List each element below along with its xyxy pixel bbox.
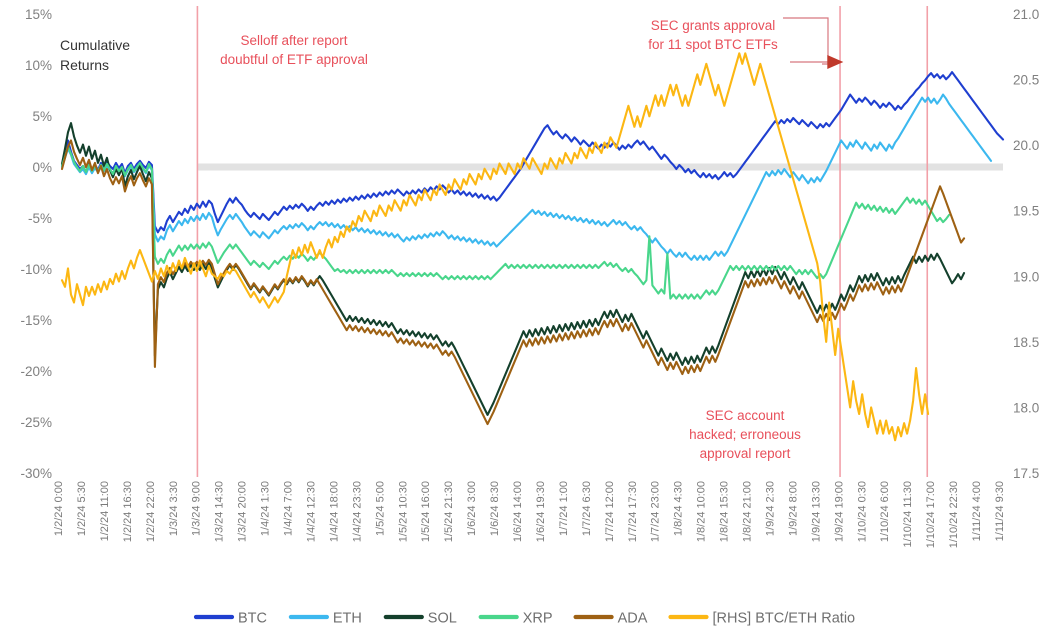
x-axis-tick: 1/9/24 19:00 <box>833 481 845 542</box>
y-axis-tick-right: 21.0 <box>1013 7 1039 22</box>
y-axis-tick-left: -30% <box>20 466 52 481</box>
sec-hack-annotation: hacked; erroneous <box>689 427 801 442</box>
x-axis-tick: 1/2/24 22:00 <box>145 481 157 542</box>
series-line-eth <box>60 93 993 261</box>
y-axis-tick-right: 18.0 <box>1013 400 1039 415</box>
legend-label-sol[interactable]: SOL <box>428 611 457 627</box>
legend-label-eth[interactable]: ETH <box>333 611 362 627</box>
y-axis-tick-right: 18.5 <box>1013 335 1039 350</box>
legend-label-rhsbtcethratio[interactable]: [RHS] BTC/ETH Ratio <box>713 611 856 627</box>
y-axis-tick-right: 19.0 <box>1013 269 1039 284</box>
x-axis-tick: 1/6/24 8:30 <box>489 481 501 536</box>
y-axis-tick-left: -10% <box>20 262 52 277</box>
x-axis-tick: 1/10/24 22:30 <box>948 481 960 548</box>
y-axis-tick-right: 19.5 <box>1013 204 1039 219</box>
y-axis-tick-right: 20.5 <box>1013 73 1039 88</box>
selloff-annotation: Selloff after report <box>240 33 347 48</box>
y-axis-tick-left: -25% <box>20 415 52 430</box>
x-axis-tick: 1/4/24 7:00 <box>283 481 295 536</box>
x-axis-tick: 1/5/24 10:30 <box>397 481 409 542</box>
x-axis-tick: 1/5/24 5:00 <box>374 481 386 536</box>
y-axis-tick-right: 20.0 <box>1013 138 1039 153</box>
sec-approval-annotation: for 11 spot BTC ETFs <box>648 37 778 52</box>
x-axis-tick: 1/10/24 17:00 <box>925 481 937 548</box>
x-axis-tick: 1/10/24 6:00 <box>879 481 891 542</box>
series-line-xrp <box>60 145 951 300</box>
y-axis-tick-left: -5% <box>28 211 52 226</box>
x-axis-tick: 1/7/24 17:30 <box>627 481 639 542</box>
y-axis-tick-left: 5% <box>32 109 52 124</box>
x-axis-tick: 1/3/24 20:00 <box>237 481 249 542</box>
y-axis-tick-left: -20% <box>20 364 52 379</box>
callout-arrow-head <box>827 55 844 69</box>
selloff-annotation: doubtful of ETF approval <box>220 52 368 67</box>
x-axis-tick: 1/10/24 11:30 <box>902 481 914 547</box>
x-axis-tick: 1/11/24 4:00 <box>971 481 983 541</box>
x-axis-tick: 1/3/24 3:30 <box>168 481 180 536</box>
series-line-sol <box>60 122 966 416</box>
legend-label-ada[interactable]: ADA <box>618 611 648 627</box>
x-axis-tick: 1/8/24 10:00 <box>696 481 708 542</box>
x-axis-tick: 1/3/24 14:30 <box>214 481 226 542</box>
x-axis-tick: 1/9/24 2:30 <box>765 481 777 536</box>
x-axis-tick: 1/9/24 8:00 <box>787 481 799 536</box>
x-axis-tick: 1/7/24 23:00 <box>650 481 662 542</box>
chart-corner-note: Cumulative <box>60 37 130 53</box>
x-axis-tick: 1/6/24 14:00 <box>512 481 524 542</box>
series-line-btc <box>60 71 1005 234</box>
x-axis-tick: 1/2/24 5:30 <box>76 481 88 536</box>
callout-bracket <box>783 17 829 65</box>
x-axis-tick: 1/6/24 3:00 <box>466 481 478 536</box>
chart-corner-note: Returns <box>60 57 109 73</box>
x-axis-tick: 1/8/24 15:30 <box>719 481 731 542</box>
x-axis-tick: 1/10/24 0:30 <box>856 481 868 542</box>
x-axis-tick: 1/2/24 0:00 <box>53 481 65 536</box>
y-axis-tick-left: 0% <box>32 160 52 175</box>
y-axis-tick-left: -15% <box>20 313 52 328</box>
series-line-ada <box>60 139 966 426</box>
x-axis-tick: 1/7/24 1:00 <box>558 481 570 536</box>
y-axis-tick-right: 17.5 <box>1013 466 1039 481</box>
legend-label-btc[interactable]: BTC <box>238 611 267 627</box>
x-axis-tick: 1/4/24 12:30 <box>306 481 318 542</box>
x-axis-tick: 1/6/24 19:30 <box>535 481 547 542</box>
sec-approval-annotation: SEC grants approval <box>651 18 776 33</box>
x-axis-tick: 1/8/24 4:30 <box>673 481 685 536</box>
x-axis-tick: 1/8/24 21:00 <box>742 481 754 542</box>
sec-hack-annotation: approval report <box>700 446 791 461</box>
series-line-rhsbtcethratio <box>60 52 930 442</box>
x-axis-tick: 1/5/24 21:30 <box>443 481 455 542</box>
legend-label-xrp[interactable]: XRP <box>523 611 553 627</box>
x-axis-tick: 1/7/24 12:00 <box>604 481 616 542</box>
x-axis-tick: 1/4/24 23:30 <box>351 481 363 542</box>
x-axis-tick: 1/2/24 11:00 <box>99 481 111 541</box>
x-axis-tick: 1/5/24 16:00 <box>420 481 432 542</box>
x-axis-tick: 1/9/24 13:30 <box>810 481 822 542</box>
x-axis-tick: 1/3/24 9:00 <box>191 481 203 536</box>
y-axis-tick-left: 10% <box>25 58 52 73</box>
x-axis-tick: 1/4/24 18:00 <box>328 481 340 542</box>
sec-hack-annotation: SEC account <box>706 408 785 423</box>
x-axis-tick: 1/7/24 6:30 <box>581 481 593 536</box>
x-axis-tick: 1/4/24 1:30 <box>260 481 272 536</box>
x-axis-tick: 1/11/24 9:30 <box>994 481 1006 541</box>
x-axis-tick: 1/2/24 16:30 <box>122 481 134 542</box>
y-axis-tick-left: 15% <box>25 7 52 22</box>
